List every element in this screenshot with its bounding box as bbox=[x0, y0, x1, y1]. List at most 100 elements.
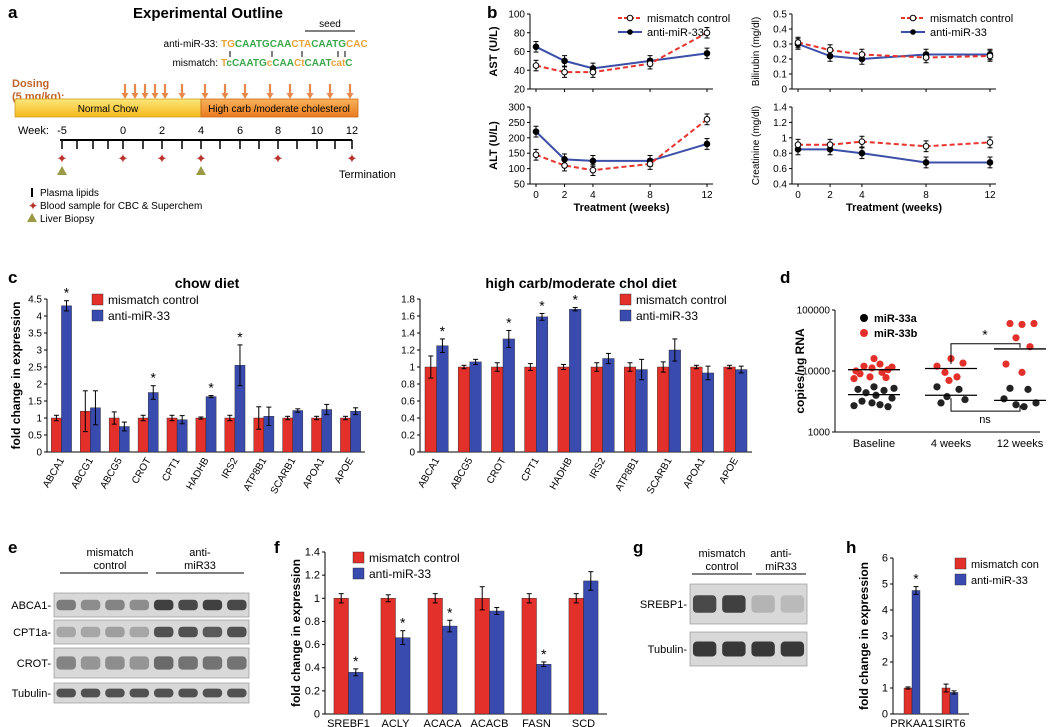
y-tick-label: 0 bbox=[36, 448, 42, 459]
chart-creat: 1.4 1.2 1 0.8 0.6 0.4 0 2 4 8 12 Creatinine (mg/dl)… bbox=[751, 103, 996, 214]
blot-band-1-5 bbox=[178, 626, 198, 638]
x-tick-label: 12 bbox=[701, 190, 713, 201]
legend-plasma-label: Plasma lipids bbox=[40, 188, 99, 199]
y-tick-label: 0 bbox=[781, 85, 787, 96]
week-tick-3: 4 bbox=[198, 125, 204, 137]
bar-anti-APOA1 bbox=[702, 372, 715, 453]
y-tick-label: 10000 bbox=[802, 367, 830, 378]
y-tick-label: 1 bbox=[409, 363, 415, 374]
y-axis-title: Creatinine (mg/dl) bbox=[751, 106, 762, 185]
y-tick-label: 1 bbox=[781, 133, 787, 144]
y-tick-label: 0.1 bbox=[773, 70, 787, 81]
legend-mismatch-swatch bbox=[91, 293, 104, 306]
scatter-point-36 bbox=[1018, 320, 1026, 329]
point-mismatch bbox=[986, 52, 994, 60]
panel-f: 1.4 1.2 1 0.8 0.6 0.4 0.2 0 * SREBF1 * ACLY * ACACA AC… bbox=[289, 547, 607, 727]
blot-band-2-0 bbox=[56, 656, 76, 670]
blot-strip-3 bbox=[53, 682, 250, 704]
diet-bar-chow-label: Normal Chow bbox=[78, 104, 139, 115]
blot-band-3-6 bbox=[202, 688, 223, 698]
group-label-0: Baseline bbox=[853, 438, 895, 450]
bar-anti-SREBF1 bbox=[348, 672, 364, 715]
bar-mismatch-ABCA1 bbox=[424, 366, 437, 453]
blot-band-1-1 bbox=[80, 626, 101, 638]
scatter-point-1 bbox=[860, 362, 868, 370]
y-axis-title: copies/ng RNA bbox=[793, 328, 807, 414]
group2-line2: miR33 bbox=[765, 561, 797, 573]
bar-anti-FASN bbox=[536, 664, 552, 715]
dose-arrow-head-9 bbox=[266, 93, 274, 99]
bar-mismatch-CPT1 bbox=[524, 366, 537, 453]
point-mismatch bbox=[561, 68, 568, 76]
blot-row-label-0: ABCA1- bbox=[11, 600, 51, 612]
category-label-PRKAA1: PRKAA1 bbox=[890, 718, 933, 727]
group1-line2: control bbox=[93, 560, 126, 572]
panel-a: Experimental Outline seed anti-miR-33: T… bbox=[12, 5, 396, 225]
blot-e: ABCA1- CPT1a- CROT- Tubulin- bbox=[11, 592, 250, 704]
blot-band-0-1 bbox=[80, 599, 101, 611]
significance-star-ABCA1: * bbox=[64, 285, 70, 301]
chart-bili: 0.5 0.4 0.3 0.2 0.1 0 Bilirubin (mg/dl) mismatc… bbox=[751, 10, 1013, 96]
bar-mismatch-IRS2 bbox=[224, 417, 236, 453]
point-anti bbox=[532, 128, 540, 135]
series-mismatch-line bbox=[798, 140, 991, 148]
category-label-IRS2: IRS2 bbox=[220, 456, 241, 481]
y-tick-label: 4 bbox=[882, 605, 888, 617]
category-label-ABCA1: ABCA1 bbox=[416, 456, 442, 490]
blot-band-0-7 bbox=[227, 599, 247, 611]
bar-anti-ACACB bbox=[489, 610, 505, 715]
scatter-point-38 bbox=[1012, 334, 1020, 342]
significance-star-CPT1: * bbox=[539, 297, 545, 313]
x-tick-label: 2 bbox=[562, 190, 568, 201]
y-tick-label: 1.2 bbox=[773, 118, 787, 129]
bar-anti-ABCG5 bbox=[469, 361, 482, 453]
y-tick-label: 1 bbox=[36, 414, 42, 425]
point-anti bbox=[703, 140, 711, 148]
point-anti bbox=[922, 159, 930, 166]
legend-mismatch-swatch bbox=[352, 551, 365, 564]
y-tick-label: 3 bbox=[882, 631, 888, 643]
y-tick-label: 0.5 bbox=[773, 10, 787, 21]
y-tick-label: 100000 bbox=[797, 306, 831, 317]
anti-seq-4: CAC bbox=[346, 39, 368, 50]
y-tick-label: 0 bbox=[882, 709, 888, 721]
category-label-APOE: APOE bbox=[718, 456, 742, 486]
bar-mismatch-CROT bbox=[491, 366, 504, 453]
blot-band-1-2 bbox=[751, 641, 775, 657]
legend-miR-33a-label: miR-33a bbox=[874, 313, 918, 325]
y-tick-label: 300 bbox=[508, 103, 525, 114]
point-mismatch bbox=[826, 141, 834, 149]
week-tick-6: 10 bbox=[311, 125, 323, 137]
week-label: Week: bbox=[18, 125, 49, 137]
x-tick-label: 2 bbox=[827, 190, 833, 201]
scatter-point-31 bbox=[955, 385, 963, 393]
legend-anti-swatch bbox=[91, 309, 104, 322]
blot-band-1-2 bbox=[105, 626, 125, 638]
termination-label: Termination bbox=[339, 169, 396, 181]
week-tick-7: 12 bbox=[346, 125, 358, 137]
blot-band-1-1 bbox=[722, 641, 746, 657]
blot-band-3-0 bbox=[56, 688, 76, 698]
y-tick-label: 1.4 bbox=[401, 329, 415, 340]
y-tick-label: 0.4 bbox=[305, 662, 320, 674]
blot-band-2-2 bbox=[105, 656, 125, 670]
bar-mismatch-APOE bbox=[723, 366, 736, 453]
bar-mismatch-IRS2 bbox=[590, 366, 603, 453]
significance-star: * bbox=[982, 327, 988, 343]
scatter-point-42 bbox=[1006, 384, 1014, 392]
y-tick-label: 0.6 bbox=[305, 639, 320, 651]
week-tick-4: 6 bbox=[237, 125, 243, 137]
bar-mismatch-SCARB1 bbox=[657, 366, 670, 453]
panel-label-h: h bbox=[846, 538, 856, 557]
blot-band-0-6 bbox=[202, 599, 223, 611]
blot-band-2-3 bbox=[129, 656, 150, 670]
blot-band-0-1 bbox=[722, 595, 746, 613]
category-label-APOE: APOE bbox=[333, 456, 357, 486]
scatter-point-35 bbox=[1006, 319, 1014, 328]
y-tick-label: 1.5 bbox=[28, 397, 42, 408]
legend-anti-label: anti-miR-33 bbox=[647, 27, 704, 39]
group-label-1: 4 weeks bbox=[931, 438, 972, 450]
group2-line2: miR33 bbox=[184, 560, 216, 572]
anti-seq-3: CAATG bbox=[311, 39, 346, 50]
